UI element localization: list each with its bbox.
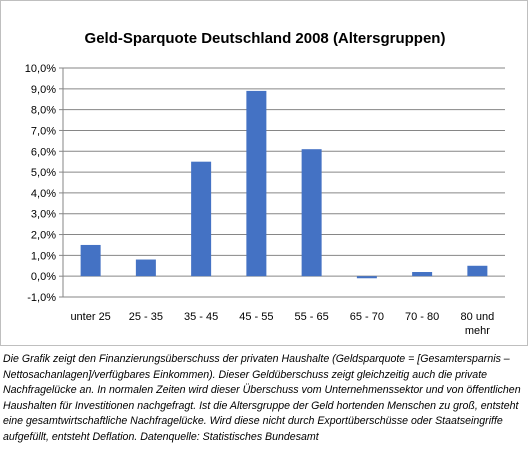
x-category-label: 70 - 80 (405, 311, 439, 323)
y-tick-label: -1,0% (27, 292, 56, 304)
y-tick-label: 8,0% (31, 105, 56, 117)
y-axis-ticks: -1,0% 0,0% 1,0% 2,0% 3,0% 4,0% 5,0% 6,0% 7,0% 8,0… (25, 63, 63, 304)
bar (80, 244, 101, 277)
bar (191, 161, 212, 277)
bar-chart: Geld-Sparquote Deutschland 2008 (Altersg… (25, 30, 505, 337)
bar (246, 90, 267, 277)
caption-text: Die Grafik zeigt den Finanzierungsübersc… (3, 353, 521, 443)
x-category-label: unter 25 (70, 311, 110, 323)
y-tick-label: 0,0% (31, 271, 56, 283)
chart-title: Geld-Sparquote Deutschland 2008 (Altersg… (85, 30, 446, 47)
y-tick-label: 1,0% (31, 250, 56, 262)
bar (356, 276, 377, 279)
bar (467, 265, 488, 277)
gridlines (62, 67, 505, 298)
y-tick-label: 3,0% (31, 209, 56, 221)
x-category-label: 65 - 70 (350, 311, 384, 323)
y-tick-label: 4,0% (31, 188, 56, 200)
bars (80, 90, 488, 279)
x-category-label: 55 - 65 (295, 311, 329, 323)
y-tick-label: 9,0% (31, 84, 56, 96)
bar (412, 272, 433, 277)
y-tick-label: 10,0% (25, 63, 56, 75)
bar (301, 149, 322, 277)
bar (135, 259, 156, 277)
y-tick-label: 5,0% (31, 167, 56, 179)
x-category-label: 80 und mehr (461, 311, 495, 337)
x-category-label: 35 - 45 (184, 311, 218, 323)
y-tick-label: 7,0% (31, 125, 56, 137)
chart-frame: Geld-Sparquote Deutschland 2008 (Altersg… (0, 0, 528, 346)
x-category-label: 45 - 55 (239, 311, 273, 323)
x-category-label: 25 - 35 (129, 311, 163, 323)
y-tick-label: 6,0% (31, 146, 56, 158)
x-axis-categories: unter 25 25 - 35 35 - 45 45 - 55 55 - 65 65 -… (70, 311, 494, 337)
y-tick-label: 2,0% (31, 230, 56, 242)
